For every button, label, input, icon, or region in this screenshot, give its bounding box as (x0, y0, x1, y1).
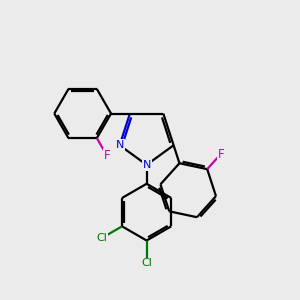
Text: Cl: Cl (141, 259, 152, 269)
Text: F: F (218, 148, 224, 160)
Text: N: N (142, 160, 151, 170)
Text: Cl: Cl (97, 233, 108, 243)
Text: N: N (116, 140, 124, 150)
Text: F: F (104, 149, 110, 162)
